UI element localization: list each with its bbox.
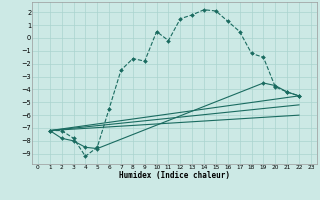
X-axis label: Humidex (Indice chaleur): Humidex (Indice chaleur) bbox=[119, 171, 230, 180]
